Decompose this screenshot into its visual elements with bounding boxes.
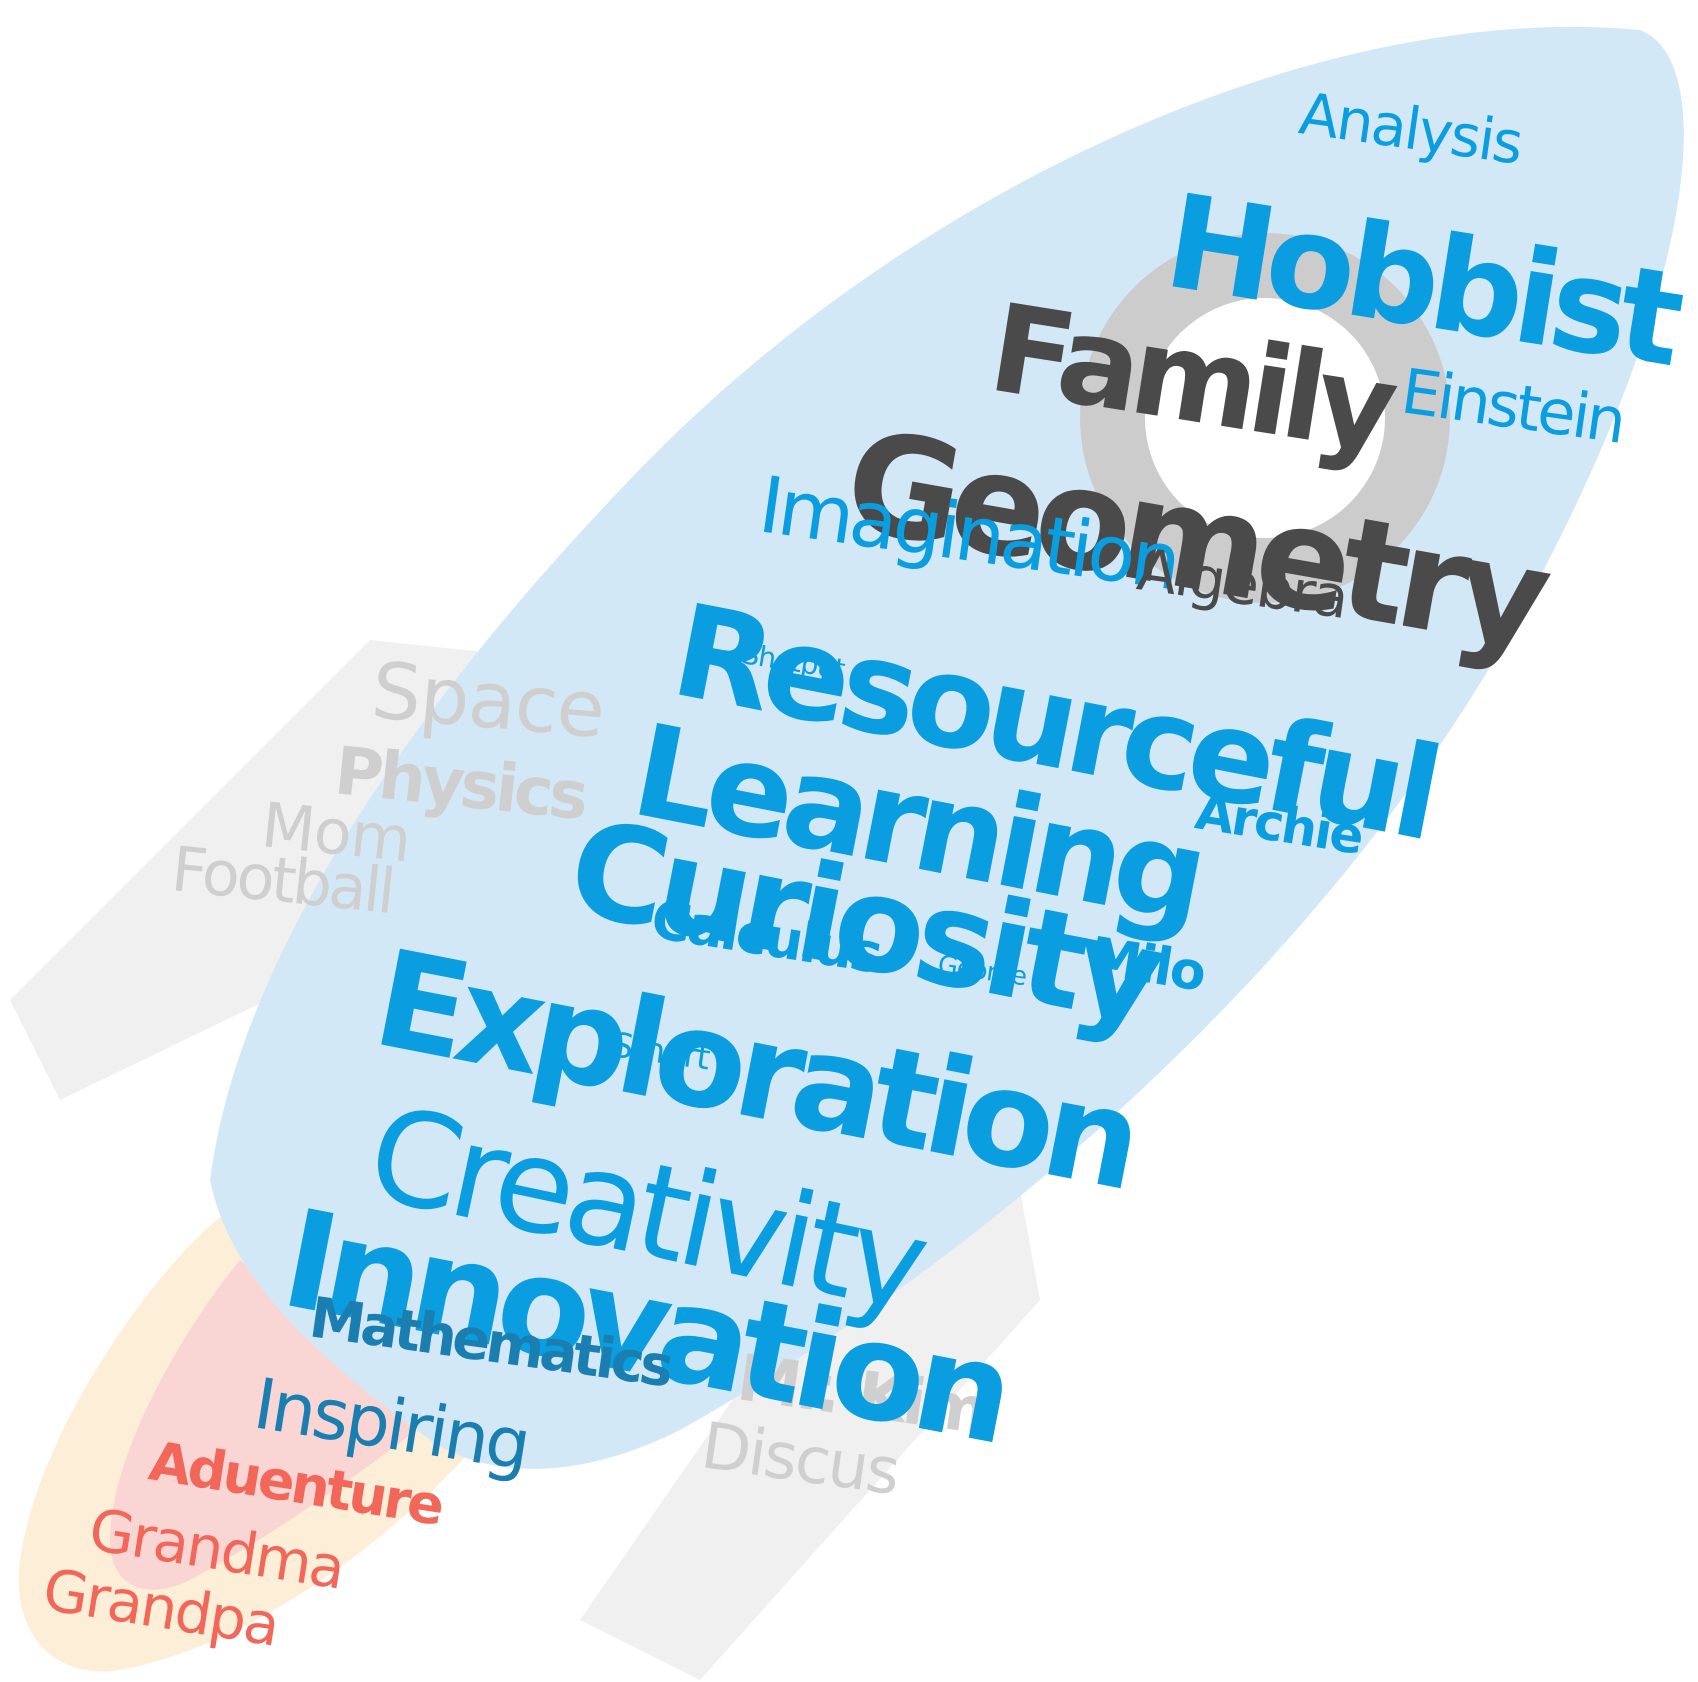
rocket-window-glass <box>1145 298 1385 538</box>
word-space: Space <box>368 646 608 757</box>
rocket-flame-inner <box>110 1260 430 1590</box>
